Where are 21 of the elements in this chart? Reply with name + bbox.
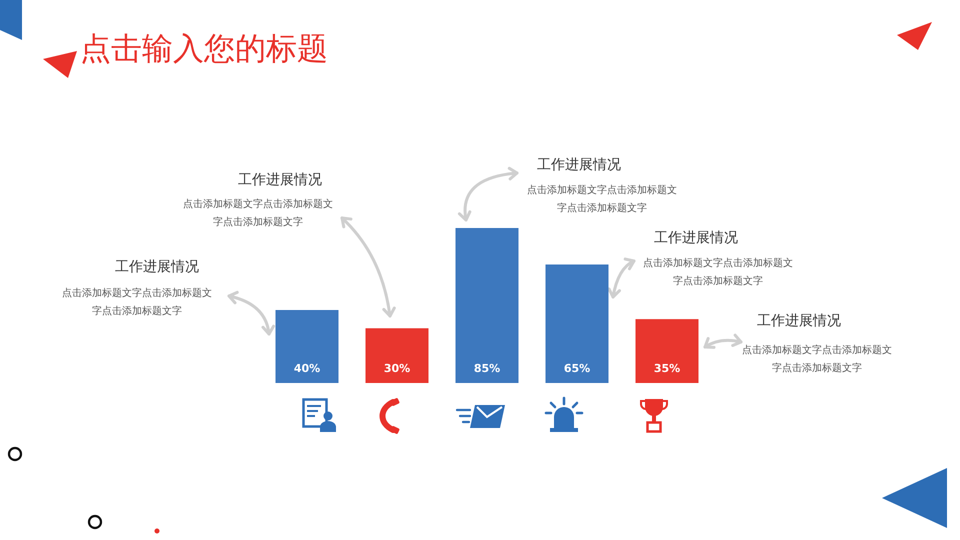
text: 工作进展情况: [238, 172, 322, 188]
data-label: 35%: [654, 362, 680, 375]
data-label: 85%: [474, 362, 500, 375]
bar: [636, 319, 698, 383]
annotation: 工作进展情况: [654, 230, 738, 246]
bar: [276, 310, 338, 383]
annotation: 点击添加标题文字点击添加标题文字点击添加标题文字: [642, 256, 794, 289]
text: 点击添加标题文字点击添加标题文字点击添加标题文字: [61, 286, 213, 319]
text: 点击添加标题文字点击添加标题文字点击添加标题文字: [182, 198, 334, 230]
bar: [546, 264, 608, 383]
text: 工作进展情况: [757, 313, 841, 329]
data-label: 40%: [294, 362, 320, 375]
text: 点击添加标题文字点击添加标题文字点击添加标题文字: [741, 344, 893, 376]
text: 工作进展情况: [115, 259, 199, 275]
bar: [456, 228, 518, 383]
bar: [366, 328, 428, 383]
text: 点击添加标题文字点击添加标题文字点击添加标题文字: [526, 184, 678, 216]
chart-title: 点击输入您的标题: [80, 31, 328, 67]
data-label: 65%: [564, 362, 590, 375]
data-label: 30%: [384, 362, 410, 375]
text: 工作进展情况: [537, 157, 621, 173]
